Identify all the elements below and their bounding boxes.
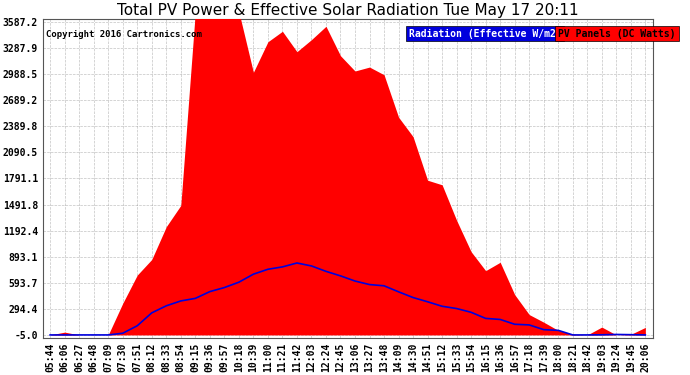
Text: PV Panels (DC Watts): PV Panels (DC Watts) bbox=[558, 28, 676, 39]
Text: Radiation (Effective W/m2): Radiation (Effective W/m2) bbox=[408, 28, 562, 39]
Text: Copyright 2016 Cartronics.com: Copyright 2016 Cartronics.com bbox=[46, 30, 201, 39]
Title: Total PV Power & Effective Solar Radiation Tue May 17 20:11: Total PV Power & Effective Solar Radiati… bbox=[117, 3, 578, 18]
